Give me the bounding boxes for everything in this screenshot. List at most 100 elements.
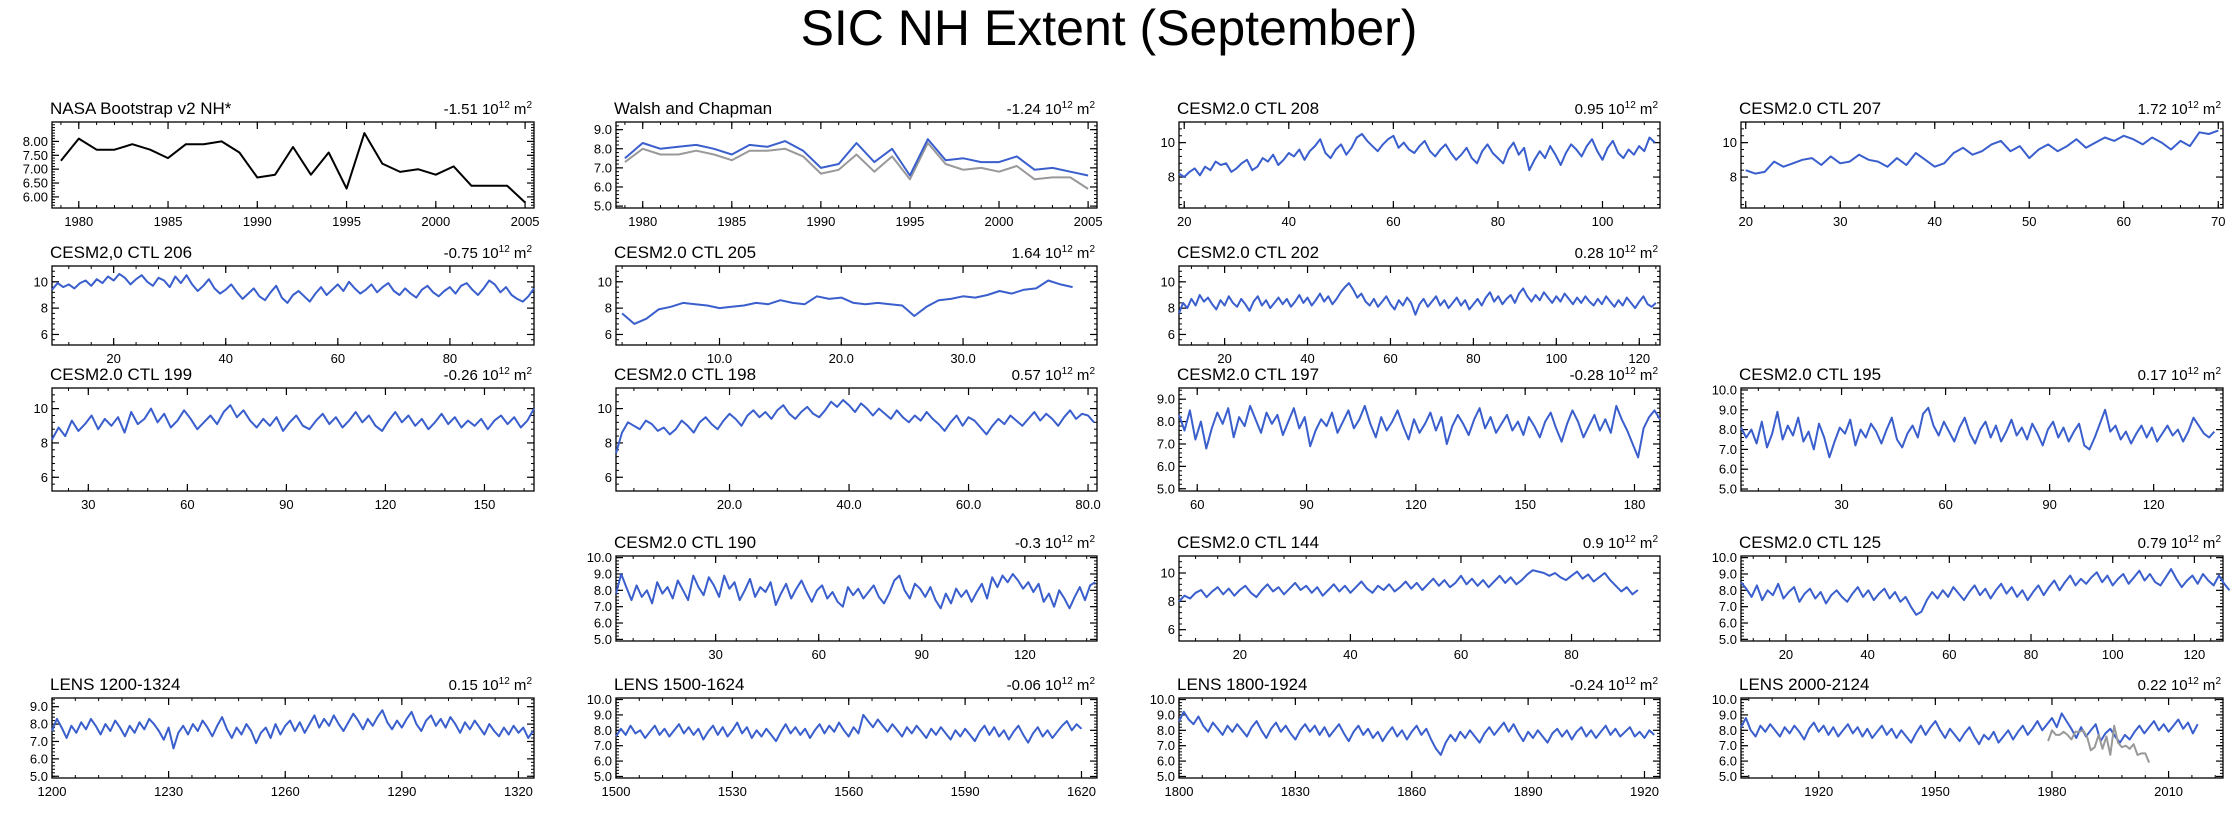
- x-tick-label: 1560: [834, 784, 863, 799]
- panel-7: CESM2.0 CTL 202 0.28 1012 m2 20 40 60 80 100 12…: [1161, 243, 1661, 366]
- trend-label: -0.24 1012 m2: [1570, 676, 1659, 694]
- x-tick-label: 100: [1545, 351, 1567, 366]
- trend-value: -1.24 10: [1007, 101, 1062, 118]
- y-tick-label: 8.0: [1157, 414, 1175, 429]
- trend-value: -0.28 10: [1570, 367, 1625, 384]
- y-tick-label: 10: [598, 401, 612, 416]
- x-tick-label: 120: [1014, 647, 1036, 662]
- y-tick-label: 6: [605, 470, 612, 485]
- y-tick-label: 10.0: [1712, 692, 1737, 707]
- x-tick-label: 60: [180, 497, 194, 512]
- x-tick-label: 1290: [387, 784, 416, 799]
- trend-value: -0.3 10: [1015, 535, 1062, 552]
- series-line-1: [1740, 568, 2231, 616]
- trend-exponent: 12: [499, 244, 511, 255]
- y-tick-label: 7.00: [23, 162, 48, 177]
- series-line-1: [1178, 282, 1657, 316]
- y-tick-label: 8.0: [1719, 583, 1737, 598]
- y-tick-label: 6: [41, 327, 48, 342]
- y-tick-label: 9.0: [594, 566, 612, 581]
- x-tick-label: 1995: [895, 214, 924, 229]
- trend-unit: m: [1636, 677, 1653, 694]
- panel-4: CESM2.0 CTL 207 1.72 1012 m2 20 30 40 50 60 70 8…: [1723, 99, 2226, 229]
- plot-frame: [615, 121, 1098, 209]
- x-tick-label: 60: [1942, 647, 1956, 662]
- y-tick-label: 8.0: [1719, 422, 1737, 437]
- y-tick-label: 10: [34, 274, 48, 289]
- x-tick-label: 90: [2042, 497, 2056, 512]
- y-tick-label: 6: [1168, 327, 1175, 342]
- y-tick-label: 7.0: [594, 738, 612, 753]
- trend-exponent: 12: [1062, 676, 1074, 687]
- trend-label: 0.79 1012 m2: [2138, 534, 2222, 552]
- x-tick-label: 80.0: [1075, 497, 1100, 512]
- trend-unit: m: [2199, 101, 2216, 118]
- panel-14: CESM2.0 CTL 125 0.79 1012 m2 20 40 60 80 100 12…: [1712, 533, 2231, 662]
- series-line-1: [1178, 404, 1661, 459]
- panel-11: CESM2.0 CTL 195 0.17 1012 m2 30 60 90 120 5.0 6…: [1712, 365, 2224, 512]
- series-line-1: [615, 573, 1096, 610]
- y-tick-label: 9.0: [1719, 707, 1737, 722]
- trend-label: 0.95 1012 m2: [1575, 100, 1659, 118]
- x-tick-label: 90: [279, 497, 293, 512]
- panel-title: CESM2.0 CTL 195: [1739, 365, 1881, 384]
- y-tick-label: 10: [1723, 135, 1737, 150]
- x-tick-label: 20: [1217, 351, 1231, 366]
- x-tick-label: 40: [1928, 214, 1942, 229]
- x-tick-label: 1920: [1804, 784, 1833, 799]
- x-tick-label: 120: [2143, 497, 2165, 512]
- y-tick-label: 8.0: [1157, 723, 1175, 738]
- y-tick-label: 8.0: [594, 583, 612, 598]
- y-tick-label: 7.0: [594, 160, 612, 175]
- plot-frame: [1178, 265, 1661, 346]
- y-tick-label: 10: [1161, 135, 1175, 150]
- x-tick-label: 1990: [806, 214, 835, 229]
- trend-label: 0.22 1012 m2: [2138, 676, 2222, 694]
- panel-title: CESM2.0 CTL 190: [614, 533, 756, 552]
- y-tick-label: 8: [1168, 170, 1175, 185]
- x-tick-label: 40: [1860, 647, 1874, 662]
- trend-unit: m: [2199, 677, 2216, 694]
- x-tick-label: 100: [2102, 647, 2124, 662]
- x-tick-label: 40: [219, 351, 233, 366]
- x-tick-label: 60: [331, 351, 345, 366]
- y-tick-label: 5.0: [1719, 769, 1737, 784]
- x-tick-label: 30: [708, 647, 722, 662]
- trend-value: 1.72 10: [2138, 101, 2188, 118]
- panel-title: LENS 2000-2124: [1739, 675, 1869, 694]
- plot-frame: [615, 265, 1098, 346]
- trend-unit-power: 2: [1089, 100, 1095, 111]
- x-tick-label: 80: [2024, 647, 2038, 662]
- panel-title: CESM2.0 CTL 205: [614, 243, 756, 262]
- trend-exponent: 12: [1625, 676, 1637, 687]
- series-line-1: [621, 279, 1073, 325]
- x-tick-label: 70: [2211, 214, 2225, 229]
- y-tick-label: 5.0: [1719, 632, 1737, 647]
- x-tick-label: 30.0: [950, 351, 975, 366]
- trend-exponent: 12: [2188, 100, 2200, 111]
- x-tick-label: 150: [474, 497, 496, 512]
- trend-value: -0.26 10: [444, 367, 499, 384]
- x-tick-label: 1800: [1165, 784, 1194, 799]
- x-tick-label: 30: [81, 497, 95, 512]
- trend-exponent: 12: [1625, 244, 1637, 255]
- y-tick-label: 9.0: [594, 122, 612, 137]
- y-tick-label: 6.0: [1157, 459, 1175, 474]
- x-tick-label: 1920: [1630, 784, 1659, 799]
- trend-unit: m: [1073, 101, 1090, 118]
- y-tick-label: 6.0: [594, 616, 612, 631]
- x-tick-label: 1985: [717, 214, 746, 229]
- x-tick-label: 60.0: [956, 497, 981, 512]
- x-tick-label: 60: [1383, 351, 1397, 366]
- series-line-1: [1178, 710, 1655, 756]
- panel-13: CESM2.0 CTL 144 0.9 1012 m2 20 40 60 80 6 8 10: [1161, 533, 1661, 662]
- y-tick-label: 8: [41, 301, 48, 316]
- x-tick-label: 20: [1233, 647, 1247, 662]
- y-tick-label: 9.0: [1719, 402, 1737, 417]
- x-tick-label: 1890: [1514, 784, 1543, 799]
- plot-frame: [51, 121, 535, 209]
- y-tick-label: 10: [598, 274, 612, 289]
- y-tick-label: 8: [1730, 170, 1737, 185]
